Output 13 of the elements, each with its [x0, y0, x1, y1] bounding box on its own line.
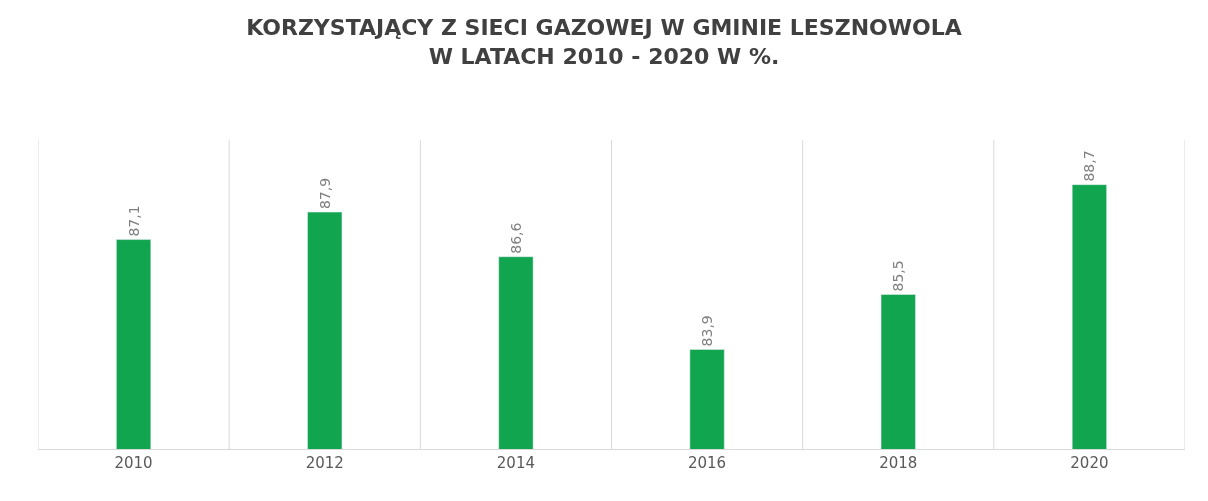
- data-label: 83,9: [699, 315, 716, 347]
- x-tick-label: 2012: [305, 454, 344, 472]
- data-label: 85,5: [890, 260, 907, 292]
- x-tick-label: 2014: [496, 454, 536, 472]
- chart-title: KORZYSTAJĄCY Z SIECI GAZOWEJ W GMINIE LESZNOWOLA W LATACH 2010 - 2020 W %.: [246, 15, 962, 69]
- data-label: 87,1: [125, 205, 142, 237]
- data-label: 88,7: [1081, 150, 1098, 182]
- data-label: 86,6: [507, 222, 524, 254]
- data-label: 87,9: [316, 177, 333, 210]
- x-tick-label: 2010: [114, 454, 153, 472]
- x-tick-label: 2016: [687, 454, 727, 472]
- x-tick-label: 2018: [879, 454, 918, 472]
- x-tick-label: 2020: [1070, 454, 1109, 472]
